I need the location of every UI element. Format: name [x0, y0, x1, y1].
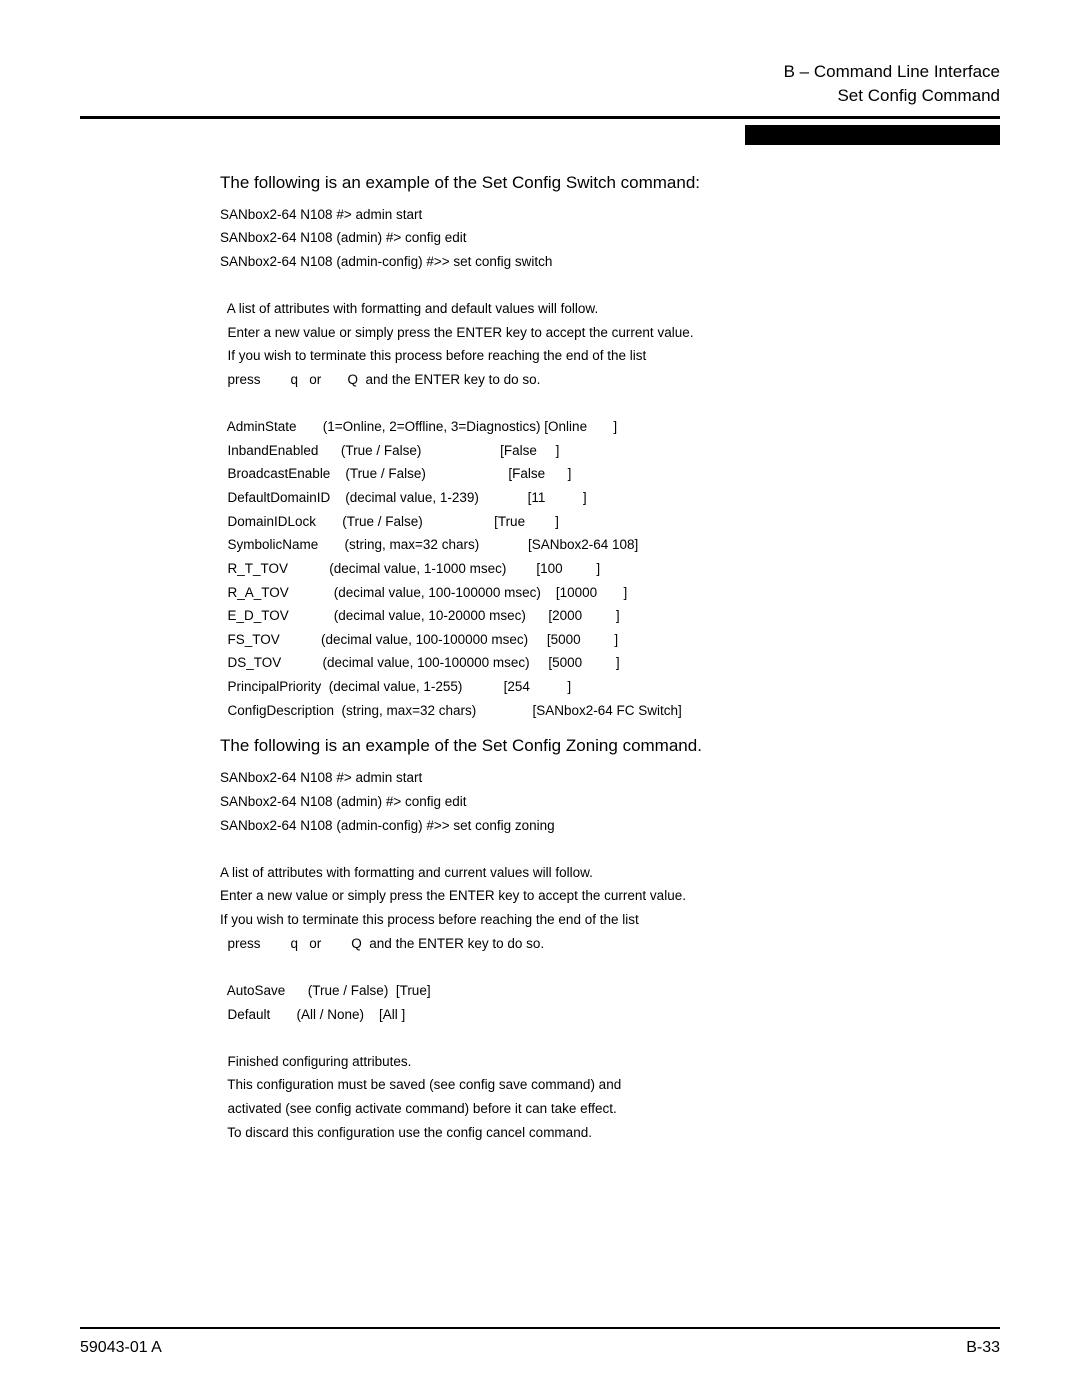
switch-example-intro: The following is an example of the Set C… — [220, 173, 940, 193]
switch-example-terminal: SANbox2-64 N108 #> admin start SANbox2-6… — [220, 203, 940, 723]
footer-page-number: B-33 — [966, 1339, 1000, 1357]
header-line-1: B – Command Line Interface — [80, 60, 1000, 84]
page-header: B – Command Line Interface Set Config Co… — [80, 60, 1000, 108]
header-black-bar — [745, 125, 1000, 145]
zoning-example-intro: The following is an example of the Set C… — [220, 736, 940, 756]
zoning-example-terminal: SANbox2-64 N108 #> admin start SANbox2-6… — [220, 766, 940, 1144]
footer-doc-id: 59043-01 A — [80, 1339, 162, 1357]
content-area: The following is an example of the Set C… — [220, 173, 940, 1145]
page: B – Command Line Interface Set Config Co… — [0, 0, 1080, 1397]
page-footer: 59043-01 A B-33 — [80, 1327, 1000, 1357]
footer-rule — [80, 1327, 1000, 1329]
footer-row: 59043-01 A B-33 — [80, 1339, 1000, 1357]
header-line-2: Set Config Command — [80, 84, 1000, 108]
header-rule — [80, 116, 1000, 119]
